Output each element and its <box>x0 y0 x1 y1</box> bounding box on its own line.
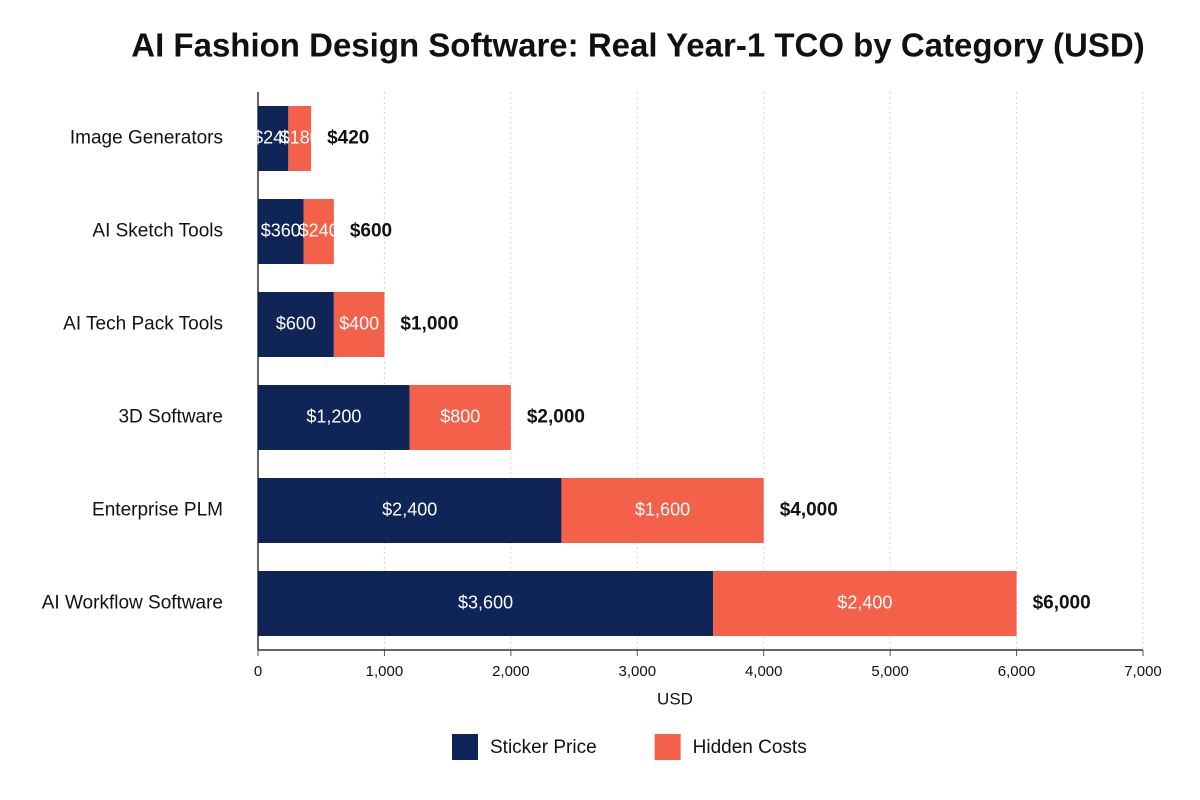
y-tick-label: AI Sketch Tools <box>92 221 223 242</box>
bar-segment <box>258 571 714 636</box>
bar-segment <box>713 571 1017 636</box>
y-tick-label: AI Tech Pack Tools <box>63 314 223 335</box>
bar-segment <box>258 292 334 357</box>
total-label: $1,000 <box>400 314 458 335</box>
bar-segment <box>288 106 312 171</box>
total-label: $4,000 <box>780 500 838 521</box>
bar-segment <box>333 292 385 357</box>
bar-segment <box>409 385 511 450</box>
legend-label: Hidden Costs <box>693 737 807 758</box>
legend-swatch <box>452 734 478 760</box>
x-axis-label: USD <box>657 689 693 708</box>
bar-segment <box>258 478 562 543</box>
y-tick-label: AI Workflow Software <box>42 593 223 614</box>
bar-value-label: $600 <box>276 313 316 333</box>
bar-value-label: $2,400 <box>382 499 437 519</box>
chart-title: AI Fashion Design Software: Real Year-1 … <box>131 27 1144 64</box>
bar-segment <box>258 385 410 450</box>
bar-value-label: $800 <box>440 406 480 426</box>
x-tick-label: 4,000 <box>745 663 783 680</box>
x-tick-label: 0 <box>254 663 262 680</box>
legend-label: Sticker Price <box>490 737 597 758</box>
bar-value-label: $400 <box>339 313 379 333</box>
x-tick-label: 7,000 <box>1124 663 1162 680</box>
bar-segment <box>561 478 764 543</box>
bar-segment <box>303 199 334 264</box>
y-tick-label: Enterprise PLM <box>92 500 223 521</box>
y-tick-label: 3D Software <box>118 407 223 428</box>
bar-value-label: $360 <box>261 220 301 240</box>
total-label: $6,000 <box>1033 593 1091 614</box>
bar-value-label: $1,600 <box>635 499 690 519</box>
bar-value-label: $240 <box>299 220 339 240</box>
bar-segment <box>258 199 304 264</box>
x-tick-label: 3,000 <box>619 663 657 680</box>
total-label: $600 <box>350 221 392 242</box>
total-label: $420 <box>327 128 369 149</box>
x-tick-label: 5,000 <box>871 663 909 680</box>
bar-value-label: $1,200 <box>306 406 361 426</box>
bar-value-label: $180 <box>280 127 320 147</box>
legend-swatch <box>654 734 681 760</box>
total-label: $2,000 <box>527 407 585 428</box>
x-tick-label: 6,000 <box>998 663 1036 680</box>
x-tick-label: 2,000 <box>492 663 530 680</box>
bar-segment <box>258 106 289 171</box>
y-tick-label: Image Generators <box>70 128 223 149</box>
bar-value-label: $3,600 <box>458 592 513 612</box>
x-tick-label: 1,000 <box>366 663 404 680</box>
bar-value-label: $2,400 <box>837 592 892 612</box>
bar-value-label: $240 <box>253 127 293 147</box>
